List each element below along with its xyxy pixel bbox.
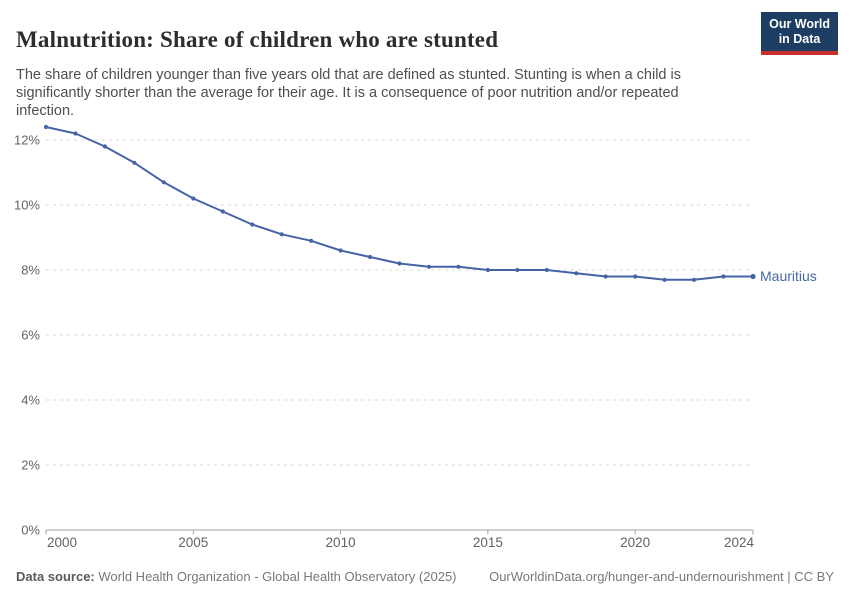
data-source-text: Data source: World Health Organization -… bbox=[16, 569, 457, 584]
x-axis-label: 2024 bbox=[724, 535, 755, 550]
owid-logo: Our World in Data bbox=[761, 12, 838, 55]
data-point bbox=[426, 264, 432, 269]
footer: Data source: World Health Organization -… bbox=[16, 569, 834, 584]
x-axis-label: 2010 bbox=[326, 535, 356, 550]
owid-logo-line1: Our World bbox=[769, 17, 830, 31]
y-axis-label: 4% bbox=[21, 393, 40, 408]
series-label[interactable]: Mauritius bbox=[760, 268, 817, 284]
data-point bbox=[633, 274, 638, 279]
data-point bbox=[191, 196, 196, 201]
data-point bbox=[43, 124, 49, 130]
data-point bbox=[750, 273, 756, 280]
data-point bbox=[397, 261, 402, 266]
data-source-label: Data source: bbox=[16, 569, 95, 584]
data-point bbox=[250, 222, 255, 227]
data-point bbox=[692, 277, 697, 282]
x-axis-label: 2005 bbox=[178, 535, 208, 550]
data-point bbox=[338, 248, 343, 253]
data-point bbox=[544, 267, 549, 273]
data-point bbox=[161, 180, 166, 185]
y-axis-label: 12% bbox=[14, 133, 40, 148]
data-point bbox=[515, 267, 520, 273]
x-axis-label: 2000 bbox=[47, 535, 77, 550]
y-axis-label: 2% bbox=[21, 458, 40, 473]
y-axis-label: 0% bbox=[21, 523, 40, 538]
data-point bbox=[220, 209, 225, 214]
x-axis-label: 2020 bbox=[620, 535, 650, 550]
y-axis-label: 6% bbox=[21, 328, 40, 343]
data-source-value: World Health Organization - Global Healt… bbox=[94, 569, 457, 584]
data-point bbox=[73, 131, 78, 136]
y-axis-label: 10% bbox=[14, 198, 40, 213]
data-point bbox=[662, 277, 667, 282]
page-title: Malnutrition: Share of children who are … bbox=[16, 27, 499, 53]
data-point bbox=[485, 267, 490, 273]
data-point bbox=[132, 160, 137, 165]
y-axis-label: 8% bbox=[21, 263, 40, 278]
data-point bbox=[102, 144, 107, 149]
data-point bbox=[279, 232, 284, 237]
chart-subtitle: The share of children younger than five … bbox=[16, 66, 681, 120]
data-point bbox=[721, 274, 726, 279]
data-point bbox=[309, 238, 314, 243]
data-point bbox=[456, 264, 461, 269]
owid-logo-line2: in Data bbox=[778, 31, 821, 46]
series-line bbox=[45, 126, 754, 281]
data-point bbox=[603, 274, 608, 279]
footer-link[interactable]: OurWorldinData.org/hunger-and-undernouri… bbox=[489, 569, 834, 584]
data-point bbox=[574, 271, 579, 276]
x-axis-label: 2015 bbox=[473, 535, 503, 550]
data-point bbox=[367, 254, 373, 260]
